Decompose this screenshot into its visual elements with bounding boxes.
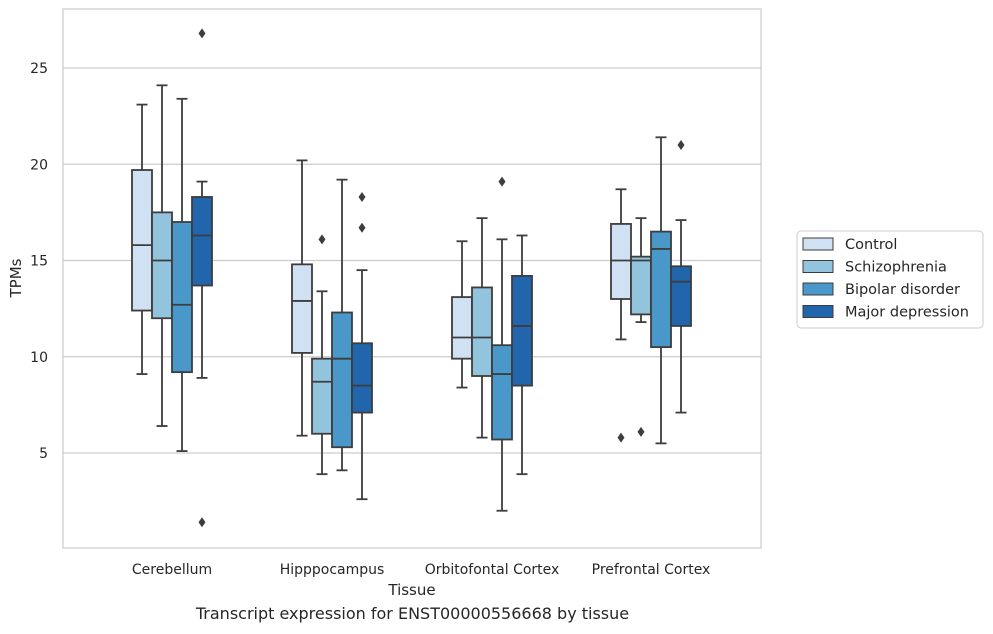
outlier-point xyxy=(637,426,645,437)
y-tick-label: 25 xyxy=(30,61,48,77)
y-axis-label: TPMs xyxy=(7,258,25,298)
box-group xyxy=(171,97,193,452)
legend-swatch xyxy=(802,260,834,273)
iqr-box xyxy=(511,274,533,387)
x-tick-label: Hipppocampus xyxy=(280,562,385,578)
legend-swatch xyxy=(802,282,834,296)
box-group xyxy=(670,140,692,414)
iqr-box xyxy=(171,221,193,374)
box-group xyxy=(351,191,373,501)
iqr-box xyxy=(491,344,513,441)
iqr-box xyxy=(331,311,353,449)
outlier-point xyxy=(498,176,506,187)
legend-label: Bipolar disorder xyxy=(845,282,960,298)
iqr-box xyxy=(610,223,632,300)
box-group xyxy=(491,176,513,512)
legend-frame xyxy=(796,230,984,329)
outlier-point xyxy=(198,517,206,528)
box-series xyxy=(131,28,692,528)
y-tick-label: 20 xyxy=(30,157,48,173)
box-group xyxy=(471,217,493,439)
iqr-box xyxy=(291,263,313,354)
legend-swatch xyxy=(802,237,834,251)
box-group xyxy=(191,28,213,528)
outlier-point xyxy=(198,28,206,39)
chart-caption: Transcript expression for ENST0000055666… xyxy=(195,604,630,623)
box-group xyxy=(311,234,333,476)
iqr-box xyxy=(311,357,333,435)
iqr-box xyxy=(151,211,173,320)
iqr-box xyxy=(351,342,373,414)
x-tick-labels: Cerebellum Hipppocampus Orbitofontal Corte… xyxy=(132,562,710,578)
x-tick-label: Orbitofontal Cortex xyxy=(425,562,560,578)
legend-label: Schizophrenia xyxy=(845,260,947,276)
iqr-box xyxy=(471,286,493,377)
box-group xyxy=(610,188,632,443)
y-tick-label: 5 xyxy=(39,446,48,462)
x-tick-label: Cerebellum xyxy=(132,562,212,578)
x-axis-label: Tissue xyxy=(387,581,435,599)
outlier-point xyxy=(358,222,366,233)
iqr-box xyxy=(191,196,213,287)
iqr-box xyxy=(670,265,692,327)
y-tick-label: 15 xyxy=(30,254,48,270)
iqr-box xyxy=(630,255,652,316)
plot-frame xyxy=(62,8,762,549)
box-group xyxy=(630,217,652,437)
outlier-point xyxy=(358,191,366,202)
legend-swatch xyxy=(802,305,834,318)
outlier-point xyxy=(617,432,625,443)
box-group xyxy=(151,84,173,427)
iqr-box xyxy=(131,169,153,312)
legend-label: Control xyxy=(845,237,897,253)
x-tick-label: Prefrontal Cortex xyxy=(592,562,711,578)
outlier-point xyxy=(677,140,685,150)
outlier-point xyxy=(318,234,326,245)
box-group xyxy=(131,103,153,375)
legend: Control Schizophrenia Bipolar disorder Majo… xyxy=(796,230,984,329)
iqr-box xyxy=(451,296,473,360)
y-tick-labels: 5 10 15 20 25 xyxy=(30,61,48,462)
box-group xyxy=(511,234,533,476)
y-tick-label: 10 xyxy=(30,350,48,366)
legend-label: Major depression xyxy=(845,305,969,321)
box-group xyxy=(331,178,353,472)
box-group xyxy=(291,159,313,437)
